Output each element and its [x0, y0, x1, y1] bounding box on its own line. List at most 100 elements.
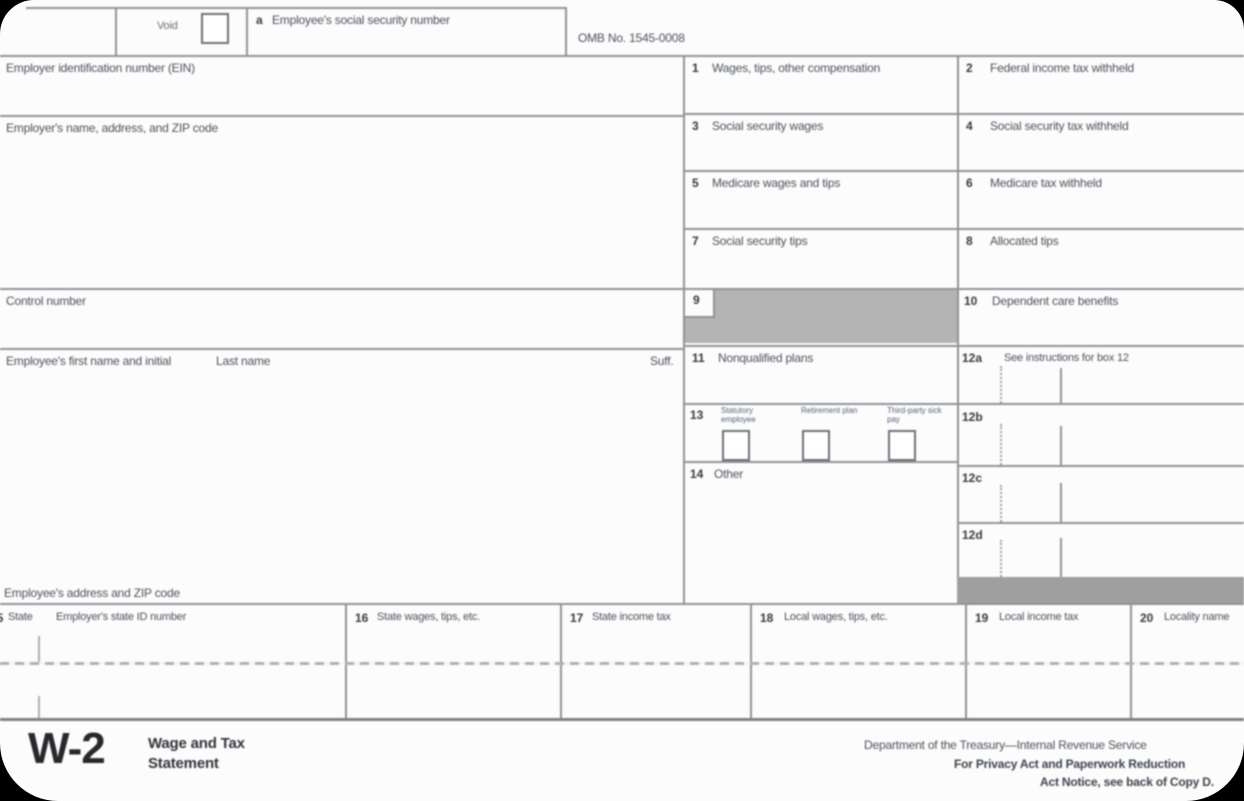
box-18-number: 18	[760, 611, 774, 625]
box-13-retirement-label: Retirement plan	[801, 406, 858, 415]
divider	[1000, 540, 1002, 577]
divider	[1000, 424, 1002, 465]
box-12a-label: See instructions for box 12	[1004, 352, 1129, 364]
box-19-label: Local income tax	[999, 611, 1079, 623]
divider	[26, 7, 567, 9]
box-13-statutory-label: Statutory employee	[721, 406, 756, 424]
divider	[1060, 483, 1062, 522]
divider	[1060, 426, 1062, 465]
box-9-number: 9	[693, 293, 700, 307]
box-7-number: 7	[692, 234, 699, 248]
box-13-sickpay-label: Third-party sick pay	[887, 406, 942, 424]
box-a-letter: a	[256, 13, 263, 27]
privacy-line1: For Privacy Act and Paperwork Reduction	[954, 757, 1186, 771]
box-4-label: Social security tax withheld	[990, 119, 1129, 133]
divider	[0, 288, 1244, 290]
divider	[683, 113, 1244, 115]
box-2-label: Federal income tax withheld	[990, 61, 1135, 75]
box-20-label: Locality name	[1164, 611, 1230, 623]
box-10-label: Dependent care benefits	[992, 294, 1119, 308]
box-8-label: Allocated tips	[990, 234, 1059, 248]
box-9-shaded-area	[685, 290, 957, 343]
divider	[683, 170, 1244, 172]
box-15-number: 15	[0, 611, 4, 625]
box-4-number: 4	[966, 119, 973, 133]
omb-number: OMB No. 1545-0008	[578, 31, 685, 45]
divider	[38, 636, 40, 663]
box-13-number: 13	[690, 408, 704, 422]
control-number-label: Control number	[6, 294, 86, 308]
divider	[115, 7, 117, 55]
ein-label: Employer identification number (EIN)	[6, 61, 195, 75]
divider	[1060, 538, 1062, 577]
box-1-label: Wages, tips, other compensation	[712, 61, 881, 75]
divider	[0, 662, 1244, 665]
box-5-number: 5	[692, 176, 699, 190]
statutory-employee-checkbox[interactable]	[722, 430, 750, 461]
divider	[683, 55, 685, 603]
last-name-label: Last name	[216, 354, 271, 368]
divider	[683, 403, 1244, 405]
box-11-label: Nonqualified plans	[718, 351, 814, 365]
divider	[957, 465, 1244, 467]
first-name-label: Employee's first name and initial	[6, 354, 172, 368]
box-16-number: 16	[355, 611, 369, 625]
box-8-number: 8	[966, 234, 973, 248]
divider	[1000, 485, 1002, 522]
void-checkbox[interactable]	[201, 13, 229, 44]
box-10-number: 10	[964, 294, 978, 308]
box-14-number: 14	[690, 467, 704, 481]
box-17-label: State income tax	[592, 611, 671, 623]
box-18-label: Local wages, tips, etc.	[784, 611, 888, 623]
divider	[0, 603, 1244, 605]
divider	[0, 718, 1244, 721]
state-id-label: Employer's state ID number	[56, 611, 187, 623]
box-12c-number: 12c	[962, 471, 983, 485]
box-9-cell	[685, 290, 715, 318]
third-party-sick-pay-checkbox[interactable]	[888, 430, 916, 461]
box-12b-number: 12b	[962, 410, 983, 424]
box-3-number: 3	[692, 119, 699, 133]
divider	[1060, 368, 1062, 403]
divider	[957, 55, 959, 603]
divider	[683, 461, 959, 463]
retirement-plan-checkbox[interactable]	[802, 430, 830, 461]
box-a-label: Employee's social security number	[272, 13, 450, 27]
divider	[246, 7, 248, 55]
divider	[957, 522, 1244, 524]
divider	[1000, 366, 1002, 403]
box-17-number: 17	[570, 611, 584, 625]
box-19-number: 19	[975, 611, 989, 625]
divider	[1130, 603, 1132, 718]
box-6-number: 6	[966, 176, 973, 190]
divider	[560, 603, 562, 718]
divider	[965, 603, 967, 718]
box-1-number: 1	[692, 61, 699, 75]
box-2-number: 2	[966, 61, 973, 75]
form-title-line1: Wage and Tax	[148, 735, 245, 752]
divider	[750, 603, 752, 718]
box-12-shaded-strip	[957, 577, 1244, 603]
box-16-label: State wages, tips, etc.	[377, 611, 481, 623]
employee-address-label: Employee's address and ZIP code	[4, 586, 180, 600]
divider	[565, 7, 567, 57]
box-11-number: 11	[692, 351, 705, 365]
divider	[0, 55, 1244, 57]
divider	[0, 348, 683, 350]
box-6-label: Medicare tax withheld	[990, 176, 1102, 190]
form-number: W-2	[28, 724, 106, 773]
divider	[38, 696, 40, 718]
privacy-line2: Act Notice, see back of Copy D.	[1040, 775, 1214, 789]
employer-name-address-label: Employer's name, address, and ZIP code	[6, 121, 218, 135]
suffix-label: Suff.	[650, 354, 674, 368]
divider	[345, 603, 347, 718]
divider	[683, 228, 1244, 230]
box-14-label: Other	[714, 467, 744, 481]
box-3-label: Social security wages	[712, 119, 824, 133]
box-12a-number: 12a	[962, 351, 983, 365]
form-title-line2: Statement	[148, 755, 219, 772]
box-20-number: 20	[1140, 611, 1154, 625]
box-7-label: Social security tips	[712, 234, 808, 248]
treasury-line: Department of the Treasury—Internal Reve…	[864, 738, 1147, 752]
divider	[0, 115, 683, 117]
